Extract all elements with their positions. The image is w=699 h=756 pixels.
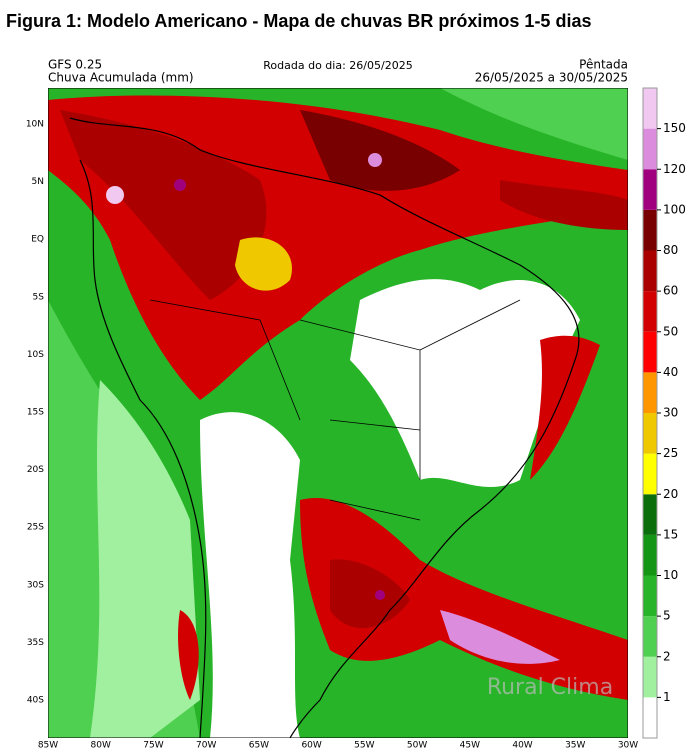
colorbar-label: 60: [663, 284, 678, 298]
lon-label: 50W: [407, 741, 427, 751]
lon-label: 35W: [565, 741, 585, 751]
colorbar-label: 5: [663, 609, 671, 623]
colorbar-label: 10: [663, 568, 678, 582]
lat-label: 15S: [27, 408, 44, 418]
colorbar-label: 100: [663, 202, 686, 216]
colorbar-segment: [643, 169, 657, 210]
lat-label: 20S: [27, 465, 44, 475]
lat-label: 30S: [27, 580, 44, 590]
colorbar-label: 20: [663, 487, 678, 501]
colorbar-label: 150: [663, 121, 686, 135]
lat-label: 10N: [26, 120, 44, 130]
rain-map: [48, 88, 628, 738]
period-name: Pêntada: [579, 58, 628, 72]
colorbar-segment: [643, 250, 657, 292]
variable: Chuva Acumulada (mm): [48, 71, 194, 85]
model: GFS 0.25: [48, 58, 102, 72]
colorbar-segment: [643, 291, 657, 332]
colorbar-label: 40: [663, 365, 678, 379]
lon-label: 55W: [354, 741, 374, 751]
colorbar-label: 30: [663, 406, 678, 420]
colorbar-segment: [643, 128, 657, 170]
colorbar-segment: [643, 656, 657, 698]
colorbar-segment: [643, 575, 657, 617]
colorbar-label: 25: [663, 446, 678, 460]
colorbar-segment: [643, 453, 657, 495]
watermark: Rural Clima: [487, 675, 613, 700]
colorbar-label: 80: [663, 243, 678, 257]
colorbar-segment: [643, 88, 657, 129]
period: 26/05/2025 a 30/05/2025: [475, 71, 628, 85]
colorbar-segment: [643, 616, 657, 657]
lat-label: 10S: [27, 350, 44, 360]
lon-label: 70W: [196, 741, 216, 751]
lon-label: 85W: [38, 741, 58, 751]
run: Rodada do dia: 26/05/2025: [263, 59, 412, 72]
colorbar-segment: [643, 413, 657, 454]
colorbar-label: 50: [663, 324, 678, 338]
lon-label: 60W: [301, 741, 321, 751]
lat-label: 40S: [27, 696, 44, 706]
colorbar-label: 120: [663, 162, 686, 176]
colorbar-segment: [643, 494, 657, 535]
lon-label: 45W: [460, 741, 480, 751]
lon-label: 40W: [512, 741, 532, 751]
colorbar-segment: [643, 331, 657, 373]
lon-label: 75W: [143, 741, 163, 751]
colorbar-segment: [643, 697, 657, 738]
colorbar-label: 2: [663, 649, 671, 663]
lat-label: EQ: [31, 235, 44, 245]
colorbar-segment: [643, 372, 657, 413]
title: Figura 1: Modelo Americano - Mapa de chu…: [6, 11, 591, 31]
colorbar-segment: [643, 534, 657, 576]
colorbar-label: 15: [663, 527, 678, 541]
lat-label: 5S: [33, 292, 45, 302]
lon-label: 30W: [618, 741, 638, 751]
lat-label: 35S: [27, 638, 44, 648]
lat-label: 5N: [32, 177, 44, 187]
lat-label: 25S: [27, 523, 44, 533]
axes: 10N 5N EQ 5S 10S 15S 20S 25S 30S 35S 40S 85W 80W 75W 7…: [26, 120, 638, 751]
lon-label: 80W: [91, 741, 111, 751]
lon-label: 65W: [249, 741, 269, 751]
colorbar-segment: [643, 209, 657, 251]
colorbar-label: 1: [663, 690, 671, 704]
